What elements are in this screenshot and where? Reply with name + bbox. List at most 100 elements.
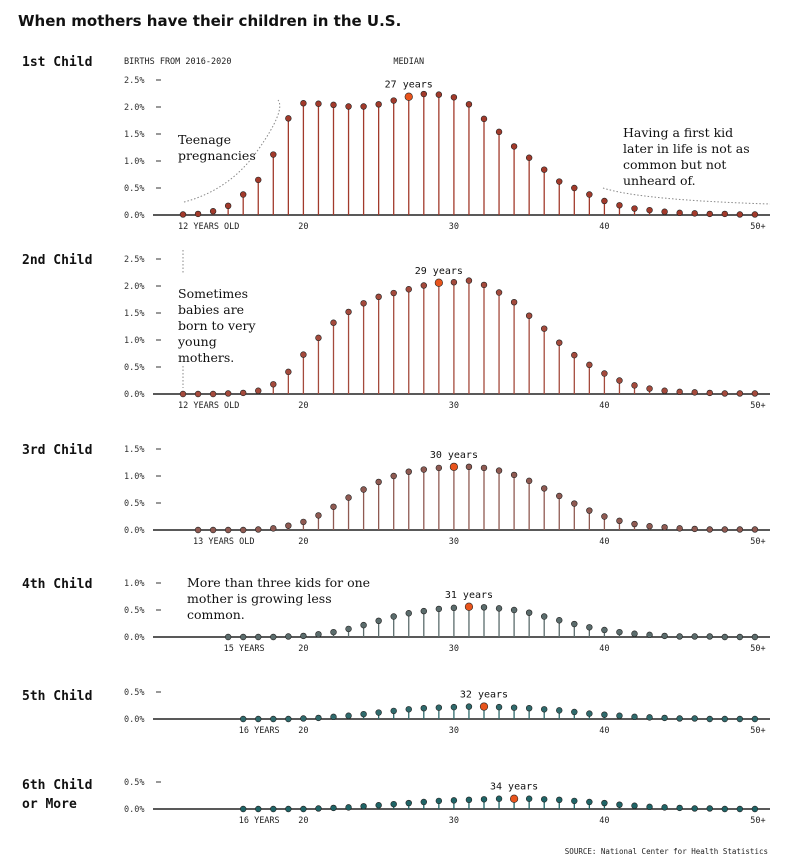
data-dot bbox=[676, 388, 683, 396]
data-dot bbox=[315, 631, 322, 638]
data-dot bbox=[706, 389, 713, 397]
data-dot bbox=[240, 191, 247, 198]
data-dot bbox=[751, 526, 759, 533]
data-dot bbox=[465, 703, 473, 710]
data-dot bbox=[420, 798, 427, 806]
x-tick-label: 20 bbox=[298, 401, 308, 411]
data-dot bbox=[661, 387, 668, 394]
data-dot bbox=[721, 805, 728, 813]
x-tick-label: 30 bbox=[449, 401, 459, 411]
annotation-later-connector bbox=[602, 187, 771, 205]
chart-panel-2: 2nd Child 0.0% 0.5% 1.0% 1.5% 2.0% 2.5% 29 year… bbox=[22, 253, 770, 411]
median-label: 27 years bbox=[385, 80, 433, 91]
annotation-teen-connector bbox=[183, 99, 281, 203]
data-dot bbox=[751, 211, 759, 218]
data-dot bbox=[676, 525, 683, 532]
births-label: BIRTHS FROM 2016-2020 bbox=[124, 57, 231, 67]
data-dot bbox=[360, 803, 367, 810]
source-note: SOURCE: National Center for Health Stati… bbox=[565, 847, 768, 856]
y-tick-label: 1.0% bbox=[124, 336, 144, 346]
data-dot bbox=[510, 143, 518, 150]
data-dot bbox=[480, 796, 488, 803]
y-tick-label: 0.5% bbox=[124, 363, 144, 373]
data-dot bbox=[706, 633, 713, 640]
data-dot bbox=[525, 704, 533, 712]
chart-panel-1: 1st Child 0.0% 0.5% 1.0% 1.5% 2.0% 2.5% 27 year… bbox=[22, 55, 770, 232]
data-dot bbox=[330, 101, 337, 109]
y-tick-label: 0.5% bbox=[124, 606, 144, 616]
data-dot bbox=[751, 390, 759, 397]
data-dot bbox=[285, 633, 292, 640]
y-tick-label: 0.0% bbox=[124, 390, 144, 400]
median-header: MEDIAN bbox=[393, 57, 424, 67]
data-dot bbox=[616, 712, 623, 719]
x-start-label: 16 YEARS bbox=[239, 816, 280, 826]
x-tick-label: 30 bbox=[449, 726, 459, 736]
panel-label: 2nd Child bbox=[22, 253, 92, 268]
data-dot bbox=[706, 526, 713, 533]
data-dot bbox=[345, 712, 352, 719]
data-dot bbox=[601, 513, 608, 520]
data-dot bbox=[465, 796, 473, 804]
data-dot bbox=[586, 507, 593, 514]
median-dot bbox=[464, 602, 474, 611]
data-dot bbox=[736, 390, 744, 397]
chart-panel-5: 5th Child 0.0% 0.5% 32 years 16 YEARS 20 30 40 5… bbox=[22, 688, 770, 736]
data-dot bbox=[646, 523, 653, 530]
data-dot bbox=[330, 713, 337, 721]
data-dot bbox=[209, 526, 217, 534]
data-dot bbox=[224, 202, 232, 210]
y-tick-label: 2.0% bbox=[124, 282, 144, 292]
data-dot bbox=[601, 370, 608, 377]
x-tick-label: 50+ bbox=[750, 816, 765, 826]
y-tick-label: 2.0% bbox=[124, 103, 144, 113]
data-dot bbox=[330, 503, 337, 510]
data-dot bbox=[540, 166, 548, 173]
data-dot bbox=[360, 710, 367, 718]
x-start-label: 13 YEARS OLD bbox=[193, 537, 254, 547]
data-dot bbox=[661, 208, 668, 215]
y-tick-label: 1.0% bbox=[124, 157, 144, 167]
data-dot bbox=[360, 486, 367, 493]
data-dot bbox=[435, 797, 443, 805]
data-dot bbox=[390, 472, 397, 480]
annotation-later: Having a first kid later in life is not a… bbox=[623, 125, 750, 188]
data-dot bbox=[691, 389, 698, 396]
data-dot bbox=[209, 208, 217, 215]
y-tick-label: 2.5% bbox=[124, 255, 144, 265]
data-dot bbox=[751, 805, 759, 813]
data-dot bbox=[450, 604, 458, 612]
data-dot bbox=[646, 206, 653, 214]
x-tick-label: 50+ bbox=[750, 726, 765, 736]
data-dot bbox=[751, 715, 759, 723]
data-dot bbox=[601, 626, 608, 634]
y-tick-label: 0.5% bbox=[124, 688, 144, 698]
y-tick-label: 1.5% bbox=[124, 130, 144, 140]
data-dot bbox=[270, 633, 277, 641]
data-dot bbox=[450, 703, 458, 711]
chart-panel-3: 3rd Child 0.0% 0.5% 1.0% 1.5% 30 years 13 YEAR… bbox=[22, 443, 770, 547]
data-dot bbox=[540, 796, 548, 803]
data-dot bbox=[631, 713, 638, 721]
median-label: 34 years bbox=[490, 782, 538, 793]
data-dot bbox=[480, 115, 488, 123]
data-dot bbox=[676, 209, 683, 217]
data-dot bbox=[375, 478, 382, 486]
data-dot bbox=[631, 802, 638, 809]
x-tick-label: 50+ bbox=[750, 401, 765, 411]
data-dot bbox=[721, 715, 728, 723]
data-dot bbox=[194, 526, 202, 534]
data-dot bbox=[676, 804, 683, 812]
data-dot bbox=[360, 103, 367, 110]
data-dot bbox=[510, 299, 518, 306]
data-dot bbox=[435, 605, 443, 613]
x-tick-label: 50+ bbox=[750, 222, 765, 232]
data-dot bbox=[540, 325, 548, 332]
data-dot bbox=[736, 211, 744, 218]
panel-label: 4th Child bbox=[22, 577, 92, 592]
data-dot bbox=[601, 711, 608, 718]
data-dot bbox=[450, 94, 458, 101]
data-dot bbox=[300, 100, 307, 107]
data-dot bbox=[255, 526, 262, 533]
data-dot bbox=[360, 621, 367, 629]
